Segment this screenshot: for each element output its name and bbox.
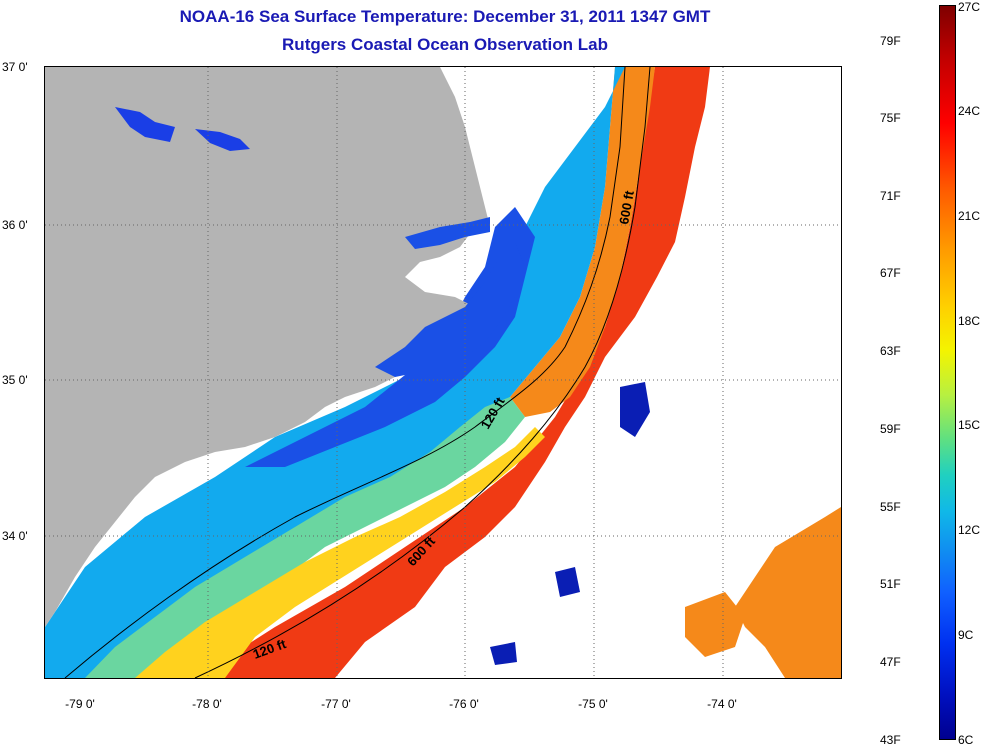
colorbar-c-24: 24C: [958, 104, 981, 118]
shelf-water: [45, 67, 625, 678]
colorbar-f-43: 43F: [880, 733, 901, 747]
contour-label-600ft-north: 600 ft: [616, 189, 637, 226]
lon-label-78: -78 0': [192, 697, 222, 711]
colorbar-f-51: 51F: [880, 577, 901, 591]
lon-label-76: -76 0': [449, 697, 479, 711]
mid-shelf-band: [85, 397, 525, 678]
colorbar-f-47: 47F: [880, 655, 901, 669]
warm-patch-south: [685, 592, 745, 657]
temperature-colorbar: [939, 5, 956, 740]
colorbar-f-55: 55F: [880, 500, 901, 514]
colorbar-c-6: 6C: [958, 733, 974, 747]
lon-label-77: -77 0': [321, 697, 351, 711]
lon-label-79: -79 0': [65, 697, 95, 711]
contour-600ft: [194, 67, 651, 678]
warm-patch-east: [735, 507, 841, 678]
lon-label-74: -74 0': [707, 697, 737, 711]
sst-map-canvas: 600 ft 120 ft 600 ft 120 ft: [45, 67, 841, 678]
colorbar-f-71: 71F: [880, 189, 901, 203]
gulf-stream-band: [195, 67, 710, 678]
land-mass: [45, 67, 495, 627]
no-data-area: [590, 67, 841, 547]
colorbar-f-59: 59F: [880, 422, 901, 436]
pamlico-sound: [375, 242, 525, 377]
colorbar-c-21: 21C: [958, 209, 981, 223]
map-title: NOAA-16 Sea Surface Temperature: Decembe…: [179, 7, 711, 26]
albemarle-sound: [405, 217, 490, 249]
contour-120ft: [64, 67, 626, 678]
colorbar-c-9: 9C: [958, 628, 974, 642]
map-subtitle: Rutgers Coastal Ocean Observation Lab: [282, 35, 608, 54]
cold-patch-south: [555, 567, 580, 597]
lon-label-75: -75 0': [578, 697, 608, 711]
lat-label-36: 36 0': [2, 218, 28, 232]
cold-patch-offshore: [620, 382, 650, 437]
lat-label-34: 34 0': [2, 529, 28, 543]
lat-label-37: 37 0': [2, 60, 28, 74]
colorbar-c-12: 12C: [958, 523, 981, 537]
colorbar-c-27: 27C: [958, 0, 981, 14]
colorbar-f-75: 75F: [880, 111, 901, 125]
inland-lake-2: [195, 129, 250, 151]
sst-map: 600 ft 120 ft 600 ft 120 ft: [44, 66, 842, 679]
colorbar-c-15: 15C: [958, 418, 981, 432]
colorbar-f-67: 67F: [880, 266, 901, 280]
colorbar-c-18: 18C: [958, 314, 981, 328]
yellow-front: [135, 427, 545, 678]
lat-label-35: 35 0': [2, 373, 28, 387]
cold-patch-south-2: [490, 642, 517, 665]
colorbar-f-79: 79F: [880, 34, 901, 48]
graticule: [45, 67, 841, 678]
inland-lake: [115, 107, 175, 142]
colorbar-f-63: 63F: [880, 344, 901, 358]
